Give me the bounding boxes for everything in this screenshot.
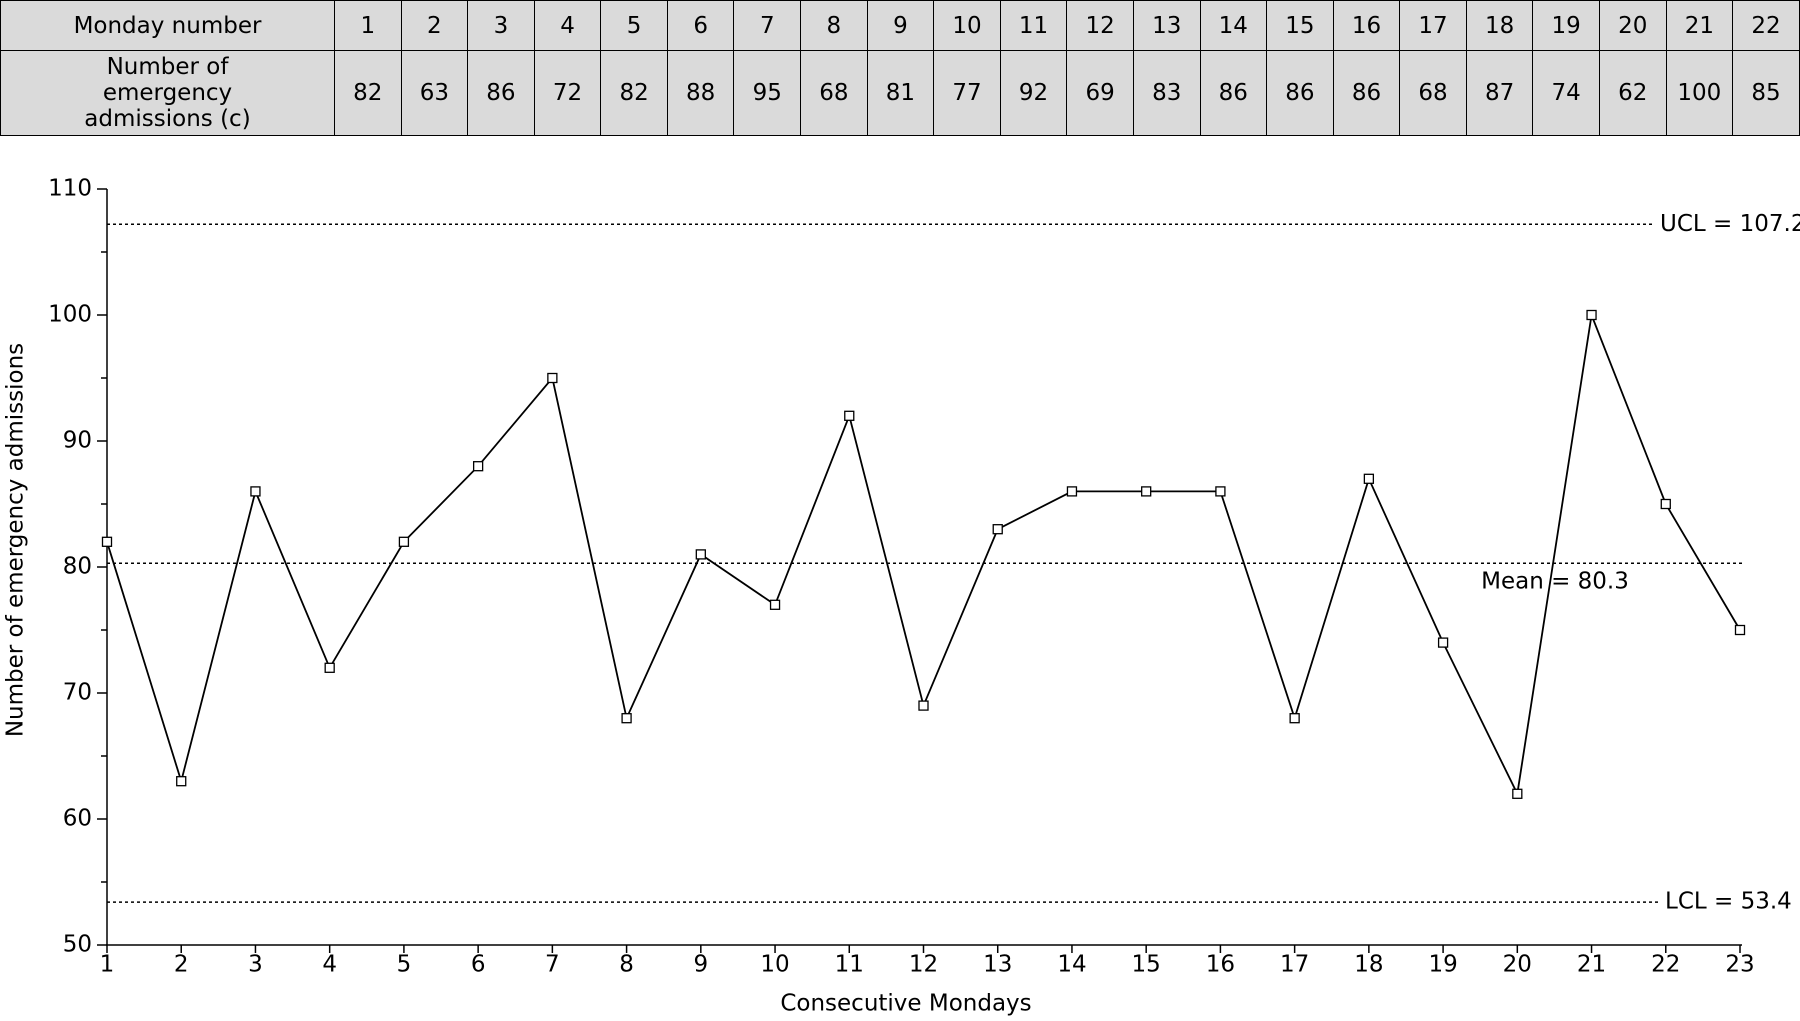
table-cell: 63 xyxy=(400,50,469,136)
reference-label: UCL = 107.2 xyxy=(1660,211,1800,237)
table-cell: 82 xyxy=(334,50,402,136)
row-header: Number of emergency admissions (c) xyxy=(0,50,335,136)
x-tick-label: 23 xyxy=(1725,952,1754,978)
x-tick-label: 3 xyxy=(248,952,263,978)
data-point xyxy=(1512,788,1523,799)
data-line xyxy=(106,311,1741,797)
table-cell: 77 xyxy=(933,50,1001,136)
data-point xyxy=(1734,624,1746,636)
data-point xyxy=(176,776,187,787)
data-point xyxy=(1141,486,1152,497)
data-point xyxy=(844,410,855,421)
table-cell: 82 xyxy=(600,50,668,136)
data-point xyxy=(918,700,929,711)
y-tick-label: 80 xyxy=(63,554,92,580)
y-tick-label: 70 xyxy=(63,680,92,706)
table-cell: 86 xyxy=(1332,50,1401,136)
x-tick-label: 15 xyxy=(1132,952,1161,978)
table-cell: 68 xyxy=(1399,50,1467,136)
x-axis-title: Consecutive Mondays xyxy=(780,991,1031,1017)
table-cell: 85 xyxy=(1732,50,1800,136)
data-point xyxy=(769,599,781,610)
y-tick-label: 90 xyxy=(63,428,92,454)
table-cell: 17 xyxy=(1399,0,1467,51)
table-cell: 5 xyxy=(600,0,668,51)
data-point xyxy=(992,524,1003,535)
x-tick-label: 7 xyxy=(545,952,560,978)
x-tick-label: 20 xyxy=(1503,952,1532,978)
data-point xyxy=(547,372,558,384)
y-tick-label: 100 xyxy=(48,302,92,328)
data-point xyxy=(250,486,261,497)
table-cell: 2 xyxy=(400,0,469,51)
data-point xyxy=(398,536,410,547)
y-tick-label: 50 xyxy=(63,932,92,958)
table-cell: 69 xyxy=(1066,50,1134,136)
data-point xyxy=(695,549,706,560)
x-tick-label: 16 xyxy=(1206,952,1235,978)
table-row: Monday number 1 2 3 4 5 6 7 8 9 10 11 12 13 14 15 16 17 18… xyxy=(0,0,1800,51)
x-tick-label: 2 xyxy=(174,952,189,978)
data-point xyxy=(1660,498,1671,510)
data-point xyxy=(621,713,632,724)
data-point xyxy=(324,662,335,673)
x-tick-label: 10 xyxy=(760,952,789,978)
x-tick-label: 12 xyxy=(909,952,938,978)
data-point xyxy=(472,461,484,472)
table-cell: 87 xyxy=(1465,50,1534,136)
x-tick-label: 4 xyxy=(322,952,337,978)
table-row: Number of emergency admissions (c) 82 63 86… xyxy=(0,50,1800,136)
data-point xyxy=(1289,713,1300,724)
data-point xyxy=(101,536,113,547)
table-cell: 83 xyxy=(1132,50,1201,136)
reference-label: LCL = 53.4 xyxy=(1665,889,1792,915)
table-cell: 86 xyxy=(1199,50,1268,136)
x-tick-label: 21 xyxy=(1577,952,1606,978)
x-tick-label: 1 xyxy=(100,952,115,978)
x-tick-label: 14 xyxy=(1057,952,1086,978)
data-point xyxy=(1363,473,1375,484)
table-cell: 15 xyxy=(1266,0,1334,51)
x-tick-label: 19 xyxy=(1428,952,1457,978)
table-cell: 19 xyxy=(1532,0,1600,51)
reference-label: Mean = 80.3 xyxy=(1481,569,1629,595)
data-point xyxy=(1437,637,1449,648)
x-tick-label: 5 xyxy=(397,952,412,978)
y-axis-title: Number of emergency admissions xyxy=(3,343,29,737)
table-cell: 9 xyxy=(866,0,935,51)
row-header: Monday number xyxy=(0,0,335,51)
x-tick-label: 13 xyxy=(983,952,1012,978)
table-cell: 72 xyxy=(533,50,602,136)
table-cell: 14 xyxy=(1199,0,1268,51)
data-point xyxy=(1215,486,1226,497)
table-cell: 100 xyxy=(1665,50,1734,136)
table-cell: 88 xyxy=(666,50,735,136)
x-tick-label: 18 xyxy=(1354,952,1383,978)
x-tick-label: 9 xyxy=(693,952,708,978)
x-tick-label: 22 xyxy=(1651,952,1680,978)
table-cell: 81 xyxy=(866,50,935,136)
table-cell: 86 xyxy=(1266,50,1334,136)
data-point xyxy=(1066,486,1078,497)
table-cell: 68 xyxy=(800,50,868,136)
table-cell: 86 xyxy=(467,50,535,136)
data-point xyxy=(1586,309,1597,321)
table-cell: 12 xyxy=(1066,0,1134,51)
y-tick-label: 110 xyxy=(48,176,92,202)
table-cell: 8 xyxy=(800,0,868,51)
table-cell: 95 xyxy=(733,50,802,136)
y-tick-label: 60 xyxy=(63,806,92,832)
x-tick-label: 6 xyxy=(471,952,486,978)
table-cell: 74 xyxy=(1532,50,1600,136)
table-cell: 21 xyxy=(1665,0,1734,51)
x-tick-label: 8 xyxy=(619,952,634,978)
data-table: Monday number 1 2 3 4 5 6 7 8 9 10 11 12 13 14 15 16 17 18… xyxy=(0,0,1800,136)
table-cell: 13 xyxy=(1132,0,1201,51)
x-tick-label: 11 xyxy=(835,952,864,978)
x-tick-label: 17 xyxy=(1280,952,1309,978)
